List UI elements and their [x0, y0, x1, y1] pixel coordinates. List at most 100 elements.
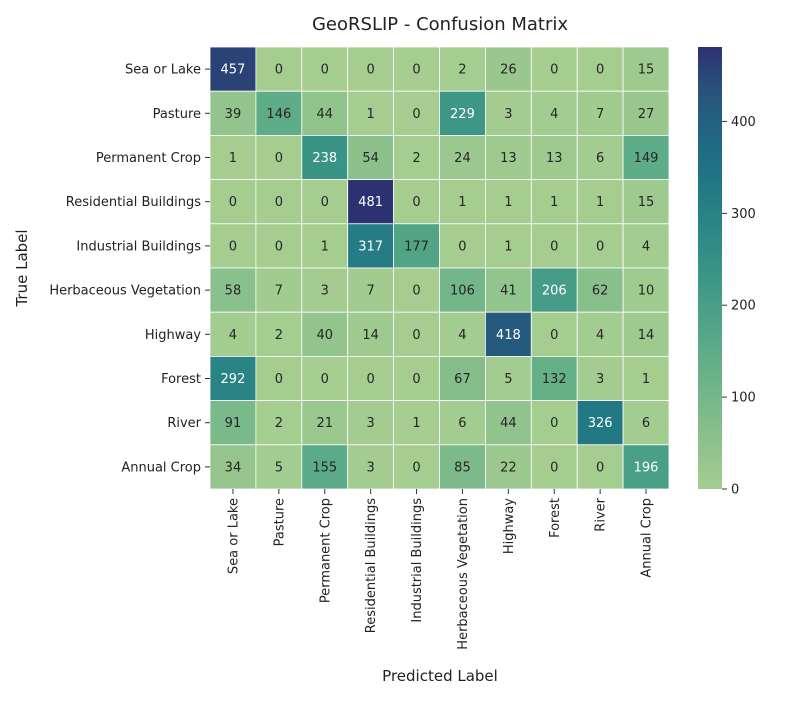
- cell-value: 2: [275, 416, 283, 431]
- heatmap-cell: [484, 311, 532, 357]
- heatmap-cell: [301, 223, 349, 269]
- cell-value: 0: [275, 195, 283, 210]
- cell-value: 27: [638, 107, 655, 122]
- cell-value: 3: [596, 372, 604, 387]
- y-tick-label: Permanent Crop: [96, 151, 201, 166]
- cell-value: 21: [316, 416, 333, 431]
- cell-value: 206: [542, 284, 567, 299]
- heatmap-cell: [576, 444, 624, 490]
- x-tick-label: Pasture: [272, 498, 287, 546]
- cell-value: 418: [496, 328, 521, 343]
- heatmap-cell: [393, 267, 440, 313]
- heatmap-cell: [301, 134, 349, 180]
- heatmap-cell: [301, 400, 349, 446]
- cell-value: 4: [229, 328, 237, 343]
- cell-value: 317: [358, 239, 383, 254]
- heatmap-cell: [439, 267, 486, 313]
- x-tick-label: Sea or Lake: [226, 498, 241, 574]
- heatmap-cell: [255, 46, 303, 92]
- heatmap-cell: [255, 223, 303, 269]
- cell-value: 1: [642, 372, 650, 387]
- cell-value: 91: [225, 416, 242, 431]
- heatmap-cell: [301, 355, 349, 401]
- heatmap-cell: [255, 134, 303, 180]
- heatmap-cell: [347, 355, 395, 401]
- cell-value: 132: [542, 372, 567, 387]
- heatmap-cell: [301, 46, 349, 92]
- heatmap-cell: [530, 355, 578, 401]
- cell-value: 146: [266, 107, 291, 122]
- cell-value: 13: [500, 151, 517, 166]
- cell-value: 0: [321, 63, 329, 78]
- heatmap-cell: [439, 223, 486, 269]
- cell-value: 196: [634, 460, 659, 475]
- cell-value: 85: [454, 460, 471, 475]
- cell-value: 177: [404, 239, 429, 254]
- x-tick-label: River: [594, 497, 609, 531]
- cell-value: 14: [638, 328, 655, 343]
- cell-value: 238: [312, 151, 337, 166]
- heatmap-cell: [484, 223, 532, 269]
- cell-value: 3: [321, 284, 329, 299]
- heatmap-cell: [393, 400, 440, 446]
- cell-value: 0: [275, 239, 283, 254]
- heatmap-cell: [622, 355, 670, 401]
- cell-value: 41: [500, 284, 517, 299]
- heatmap-cell: [209, 267, 257, 313]
- heatmap-cell: [576, 400, 624, 446]
- heatmap-cell: [622, 179, 670, 225]
- cell-value: 26: [500, 63, 517, 78]
- cell-value: 10: [638, 284, 655, 299]
- cell-value: 4: [642, 239, 650, 254]
- cell-value: 0: [412, 328, 420, 343]
- colorbar-tick-label: 400: [731, 115, 756, 130]
- y-tick-label: River: [167, 416, 201, 431]
- heatmap-cell: [576, 355, 624, 401]
- heatmap-cell: [622, 134, 670, 180]
- cell-value: 106: [450, 284, 475, 299]
- cell-value: 7: [596, 107, 604, 122]
- colorbar-tick-label: 100: [731, 391, 756, 406]
- colorbar-ticks: 0 100 200 300 400: [722, 115, 756, 498]
- x-tick-label: Industrial Buildings: [410, 498, 425, 623]
- cell-value: 44: [316, 107, 333, 122]
- heatmap-cell: [439, 311, 486, 357]
- cell-value: 58: [225, 284, 242, 299]
- cell-value: 2: [412, 151, 420, 166]
- cell-value: 15: [638, 63, 655, 78]
- heatmap-cell: [622, 311, 670, 357]
- cell-value: 1: [367, 107, 375, 122]
- cell-value: 4: [458, 328, 466, 343]
- cell-value: 5: [275, 460, 283, 475]
- heatmap-cell: [209, 444, 257, 490]
- cell-value: 481: [358, 195, 383, 210]
- heatmap-cell: [530, 400, 578, 446]
- cell-value: 0: [596, 63, 604, 78]
- cell-value: 5: [504, 372, 512, 387]
- heatmap-cell: [439, 46, 486, 92]
- cell-value: 0: [367, 63, 375, 78]
- heatmap-cell: [255, 90, 303, 136]
- y-tick-label: Herbaceous Vegetation: [49, 284, 201, 299]
- heatmap-cell: [347, 267, 395, 313]
- colorbar-tick-label: 300: [731, 207, 756, 222]
- heatmap-cell: [484, 134, 532, 180]
- cell-value: 0: [367, 372, 375, 387]
- colorbar-gradient: [698, 47, 722, 489]
- cell-value: 15: [638, 195, 655, 210]
- cell-value: 67: [454, 372, 471, 387]
- cell-value: 2: [458, 63, 466, 78]
- cell-value: 2: [275, 328, 283, 343]
- heatmap-cell: [347, 444, 395, 490]
- x-tick-label: Annual Crop: [640, 498, 655, 578]
- heatmap-cell: [347, 90, 395, 136]
- y-tick-label: Forest: [161, 372, 201, 387]
- cell-value: 0: [596, 239, 604, 254]
- cell-value: 1: [550, 195, 558, 210]
- heatmap-cell: [622, 400, 670, 446]
- cell-value: 155: [312, 460, 337, 475]
- heatmap-cell: [209, 311, 257, 357]
- cell-value: 3: [367, 416, 375, 431]
